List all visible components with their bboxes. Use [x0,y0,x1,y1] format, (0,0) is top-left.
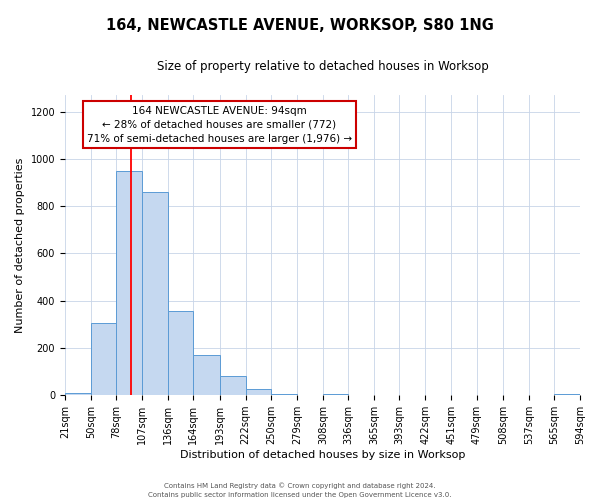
Bar [193,355,220,395]
Bar [220,376,245,395]
Bar [271,394,297,395]
Bar [65,393,91,395]
Bar [245,390,271,395]
Text: 164, NEWCASTLE AVENUE, WORKSOP, S80 1NG: 164, NEWCASTLE AVENUE, WORKSOP, S80 1NG [106,18,494,32]
Bar [142,192,168,395]
X-axis label: Distribution of detached houses by size in Worksop: Distribution of detached houses by size … [180,450,465,460]
Bar [554,394,580,395]
Text: Contains HM Land Registry data © Crown copyright and database right 2024.
Contai: Contains HM Land Registry data © Crown c… [148,482,452,498]
Y-axis label: Number of detached properties: Number of detached properties [15,158,25,333]
Bar [116,170,142,395]
Bar [168,312,193,395]
Bar [91,323,116,395]
Text: 164 NEWCASTLE AVENUE: 94sqm
← 28% of detached houses are smaller (772)
71% of se: 164 NEWCASTLE AVENUE: 94sqm ← 28% of det… [87,106,352,144]
Bar [323,394,348,395]
Title: Size of property relative to detached houses in Worksop: Size of property relative to detached ho… [157,60,488,73]
